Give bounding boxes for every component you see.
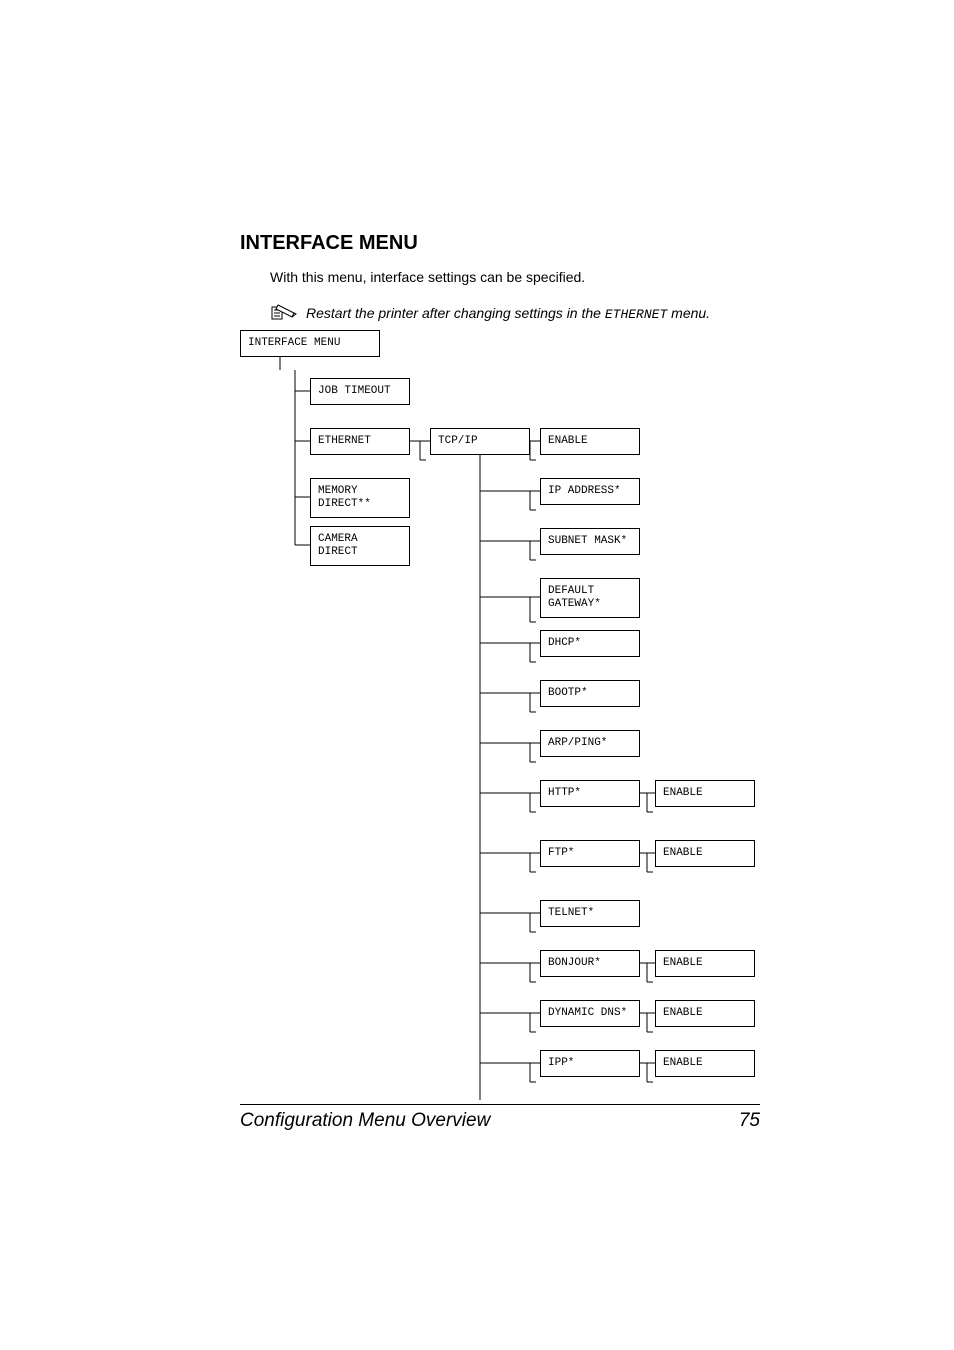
tree-node: ARP/PING* bbox=[540, 730, 640, 757]
intro-text: With this menu, interface settings can b… bbox=[270, 269, 740, 285]
tree-node: TELNET* bbox=[540, 900, 640, 927]
footer-title: Configuration Menu Overview bbox=[240, 1110, 490, 1132]
note-mono: ETHERNET bbox=[605, 307, 667, 322]
tree-node: TCP/IP bbox=[430, 428, 530, 455]
tree-node: ENABLE bbox=[655, 950, 755, 977]
tree-node: IP ADDRESS* bbox=[540, 478, 640, 505]
tree-node: IPP* bbox=[540, 1050, 640, 1077]
tree-node: ENABLE bbox=[655, 780, 755, 807]
tree-node: HTTP* bbox=[540, 780, 640, 807]
tree-node: JOB TIMEOUT bbox=[310, 378, 410, 405]
note-suffix: menu. bbox=[667, 305, 710, 321]
footer-rule bbox=[240, 1104, 760, 1105]
tree-node: ENABLE bbox=[540, 428, 640, 455]
tree-node: SUBNET MASK* bbox=[540, 528, 640, 555]
note-row: Restart the printer after changing setti… bbox=[270, 303, 740, 323]
tree-node: MEMORY DIRECT** bbox=[310, 478, 410, 518]
tree-node: FTP* bbox=[540, 840, 640, 867]
tree-node: DHCP* bbox=[540, 630, 640, 657]
tree-node: ENABLE bbox=[655, 1050, 755, 1077]
note-pencil-icon bbox=[270, 303, 298, 323]
note-prefix: Restart the printer after changing setti… bbox=[306, 305, 605, 321]
page-number: 75 bbox=[739, 1110, 760, 1132]
menu-tree-diagram: INTERFACE MENU JOB TIMEOUT ETHERNET MEMORY … bbox=[240, 330, 765, 1100]
tree-node: ENABLE bbox=[655, 840, 755, 867]
tree-node: BONJOUR* bbox=[540, 950, 640, 977]
tree-node: ETHERNET bbox=[310, 428, 410, 455]
tree-node: INTERFACE MENU bbox=[240, 330, 380, 357]
tree-node: BOOTP* bbox=[540, 680, 640, 707]
note-text: Restart the printer after changing setti… bbox=[306, 305, 710, 322]
page-footer: Configuration Menu Overview 75 bbox=[240, 1110, 760, 1132]
tree-node: CAMERA DIRECT bbox=[310, 526, 410, 566]
tree-node: DEFAULT GATEWAY* bbox=[540, 578, 640, 618]
tree-node: DYNAMIC DNS* bbox=[540, 1000, 640, 1027]
tree-node: ENABLE bbox=[655, 1000, 755, 1027]
section-title: INTERFACE MENU bbox=[240, 232, 740, 255]
